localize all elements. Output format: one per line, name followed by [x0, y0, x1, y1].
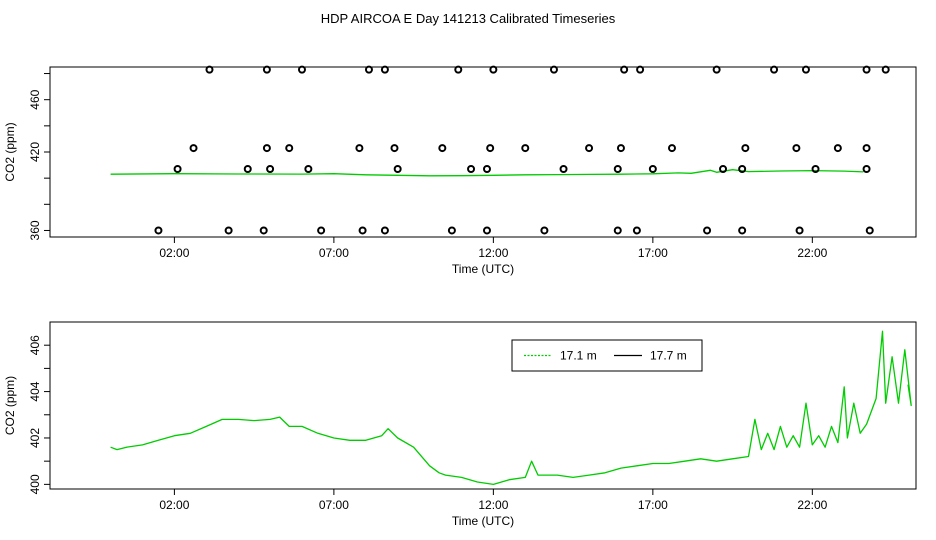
- panel2-y-axis-label: CO2 (ppm): [3, 376, 17, 435]
- panel1-point-38: [616, 144, 625, 153]
- panel1-point-16: [243, 165, 252, 173]
- panel1-point-31: [285, 144, 294, 153]
- panel1-point-28: [862, 165, 871, 173]
- panel1-point-58: [881, 65, 890, 74]
- panel1-point-35: [486, 144, 495, 153]
- panel1-point-18: [304, 165, 313, 173]
- panel1-point-50: [489, 65, 498, 74]
- panel1-point-27: [811, 165, 820, 173]
- panel1-point-49: [454, 65, 463, 74]
- panel1-x-tick-label-0: 02:00: [159, 246, 189, 260]
- panel1-point-9: [613, 226, 622, 235]
- panel1-point-52: [620, 65, 629, 74]
- panel1-y-tick-label-5: 460: [28, 89, 42, 109]
- panel2-legend-label-0: 17.1 m: [560, 349, 597, 363]
- panel1-point-37: [585, 144, 594, 153]
- panel2-x-axis-label: Time (UTC): [452, 514, 514, 528]
- panel1-y-axis-label: CO2 (ppm): [3, 122, 17, 181]
- panel1-point-7: [482, 226, 491, 235]
- panel2-x-tick-label-2: 12:00: [478, 498, 508, 512]
- panel1-point-53: [636, 65, 645, 74]
- panel1-y-tick-label-0: 360: [28, 220, 42, 240]
- panel1-point-20: [467, 165, 476, 173]
- panel1-point-56: [801, 65, 810, 74]
- panel2-x-tick-label-1: 07:00: [319, 498, 349, 512]
- panel1-point-33: [390, 144, 399, 153]
- panel2-series-line-0: [110, 330, 912, 486]
- panel1-point-39: [667, 144, 676, 153]
- panel1-frame: [49, 66, 917, 238]
- panel1-point-1: [224, 226, 233, 235]
- panel1-point-46: [297, 65, 306, 74]
- panel2-x-tick-label-3: 17:00: [638, 498, 668, 512]
- panel1-point-17: [266, 165, 275, 173]
- chart-title: HDP AIRCOA E Day 141213 Calibrated Times…: [321, 11, 616, 26]
- panel2-x-tick-label-0: 02:00: [159, 498, 189, 512]
- panel2-frame: [49, 321, 917, 490]
- panel2-y-tick-label-0: 400: [28, 474, 42, 494]
- panel1-point-3: [317, 226, 326, 235]
- panel1-point-29: [189, 144, 198, 153]
- panel1-point-55: [770, 65, 779, 74]
- panel1-point-13: [795, 226, 804, 235]
- panel1-point-42: [833, 144, 842, 153]
- panel1-x-tick-label-1: 07:00: [319, 246, 349, 260]
- panel1-point-4: [358, 226, 367, 235]
- panel1-point-44: [205, 65, 214, 74]
- panel1-point-26: [738, 165, 747, 173]
- panel1-point-8: [540, 226, 549, 235]
- panel2-x-tick-label-4: 22:00: [797, 498, 827, 512]
- panel1-point-43: [862, 144, 871, 153]
- panel1-point-41: [792, 144, 801, 153]
- panel1-point-32: [355, 144, 364, 153]
- panel1-point-10: [632, 226, 641, 235]
- panel1-point-54: [712, 65, 721, 74]
- panel2-y-tick-label-6: 406: [28, 335, 42, 355]
- panel1-point-24: [648, 165, 657, 173]
- panel1-point-47: [364, 65, 373, 74]
- panel1-point-19: [393, 165, 402, 173]
- panel1-point-22: [559, 165, 568, 173]
- panel1-point-23: [613, 165, 622, 173]
- panel2-y-tick-label-4: 404: [28, 381, 42, 401]
- panel1-point-57: [862, 65, 871, 74]
- panel1-x-axis-label: Time (UTC): [452, 262, 514, 276]
- panel1-point-11: [703, 226, 712, 235]
- panel1-point-15: [173, 165, 182, 173]
- panel1-point-2: [259, 226, 268, 235]
- panel2-y-tick-label-2: 402: [28, 428, 42, 448]
- panel1-x-tick-label-4: 22:00: [797, 246, 827, 260]
- panel1-point-30: [262, 144, 271, 153]
- panel1-point-6: [447, 226, 456, 235]
- panel1-series-line-0: [110, 169, 864, 177]
- panel1-point-34: [438, 144, 447, 153]
- panel1-point-5: [380, 226, 389, 235]
- panel1-x-tick-label-3: 17:00: [638, 246, 668, 260]
- panel1-point-21: [482, 165, 491, 173]
- panel1-point-45: [262, 65, 271, 74]
- panel1-point-36: [521, 144, 530, 153]
- panel1-point-0: [154, 226, 163, 235]
- panel2-legend-label-1: 17.7 m: [650, 349, 687, 363]
- panel1-point-25: [719, 165, 728, 173]
- panel1-point-12: [738, 226, 747, 235]
- panel1-point-51: [549, 65, 558, 74]
- panel1-point-14: [865, 226, 874, 235]
- panel1-point-40: [741, 144, 750, 153]
- panel1-x-tick-label-2: 12:00: [478, 246, 508, 260]
- panel2-legend-box: [511, 339, 703, 372]
- panel1-point-48: [380, 65, 389, 74]
- panel1-y-tick-label-3: 420: [28, 142, 42, 162]
